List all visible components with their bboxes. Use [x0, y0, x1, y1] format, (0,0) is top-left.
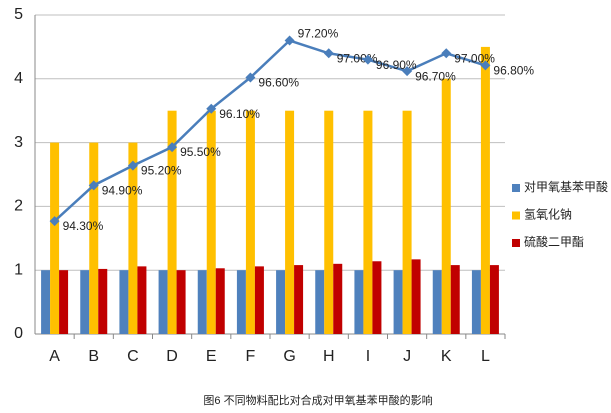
line-marker	[127, 160, 138, 171]
x-tick-label: F	[246, 348, 256, 365]
y-tick-label: 5	[14, 6, 23, 23]
bar	[333, 263, 343, 334]
line-annotation: 94.30%	[63, 219, 104, 233]
x-tick-label: A	[49, 348, 60, 365]
line-marker	[284, 35, 295, 46]
bar	[80, 270, 90, 334]
bar	[167, 110, 177, 334]
legend-swatch	[512, 184, 520, 192]
x-tick-label: J	[403, 348, 411, 365]
bar	[176, 270, 186, 334]
line-annotation: 97.00%	[454, 51, 495, 65]
bar	[158, 270, 168, 334]
line-annotation: 96.80%	[493, 64, 534, 78]
bar	[119, 270, 129, 334]
bar	[363, 110, 373, 334]
y-tick-label: 4	[14, 70, 23, 87]
bar	[480, 46, 490, 335]
line-marker	[480, 60, 491, 71]
bar	[50, 142, 60, 334]
line-annotation: 97.20%	[298, 27, 339, 41]
legend-swatch	[512, 239, 520, 247]
x-tick-label: E	[206, 348, 217, 365]
line-annotation: 96.90%	[376, 58, 417, 72]
y-tick-label: 0	[14, 325, 23, 342]
legend-swatch	[512, 211, 520, 220]
bar	[206, 110, 216, 334]
line-annotation: 96.70%	[415, 69, 456, 83]
bar	[128, 142, 138, 334]
bar	[197, 270, 207, 334]
bar	[245, 110, 255, 334]
bar	[324, 110, 334, 334]
bar	[354, 270, 364, 334]
line-marker	[88, 180, 99, 191]
line-annotation: 95.20%	[141, 164, 182, 178]
x-tick-label: C	[127, 348, 139, 365]
bar	[285, 110, 295, 334]
bar	[471, 270, 481, 334]
y-tick-label: 1	[14, 261, 23, 278]
bar	[489, 265, 499, 334]
line-annotation: 94.90%	[102, 184, 143, 198]
line-annotation: 96.60%	[258, 76, 299, 90]
bar	[432, 270, 442, 334]
bar	[59, 270, 69, 334]
line-marker	[402, 66, 413, 77]
x-tick-label: G	[283, 348, 295, 365]
legend-label: 硫酸二甲酯	[524, 234, 584, 249]
y-tick-label: 3	[14, 134, 23, 151]
yield-line	[53, 39, 486, 222]
bar	[276, 270, 286, 334]
bar	[89, 142, 99, 334]
y-tick-label: 2	[14, 198, 23, 215]
bar	[137, 266, 147, 334]
x-tick-label: L	[481, 348, 490, 365]
line-annotation: 96.10%	[219, 107, 260, 121]
bar	[236, 270, 246, 334]
line-marker	[206, 103, 217, 114]
x-tick-label: K	[441, 348, 452, 365]
line-marker	[362, 54, 373, 65]
line-marker	[245, 72, 256, 83]
x-tick-label: B	[88, 348, 99, 365]
x-tick-label: H	[323, 348, 335, 365]
bar	[372, 261, 382, 334]
x-tick-label: I	[366, 348, 370, 365]
line-annotation: 95.50%	[180, 145, 221, 159]
bar	[254, 266, 264, 334]
legend-label: 对甲氧基苯甲酸	[524, 179, 608, 194]
bar	[294, 265, 304, 334]
line-marker	[323, 48, 334, 59]
bar	[215, 268, 225, 334]
bar	[41, 270, 51, 334]
line-marker	[167, 142, 178, 153]
bar	[402, 110, 412, 334]
x-tick-label: D	[166, 348, 178, 365]
line-marker	[49, 216, 60, 227]
line-marker	[441, 48, 452, 59]
bar	[441, 78, 451, 334]
bar	[98, 268, 108, 334]
legend-label: 氢氧化钠	[524, 207, 572, 222]
bar	[315, 270, 325, 334]
bar	[411, 259, 421, 334]
bar	[393, 270, 403, 334]
caption: 图6 不同物料配比对合成对甲氧基苯甲酸的影响	[203, 393, 432, 407]
bar	[450, 265, 460, 334]
